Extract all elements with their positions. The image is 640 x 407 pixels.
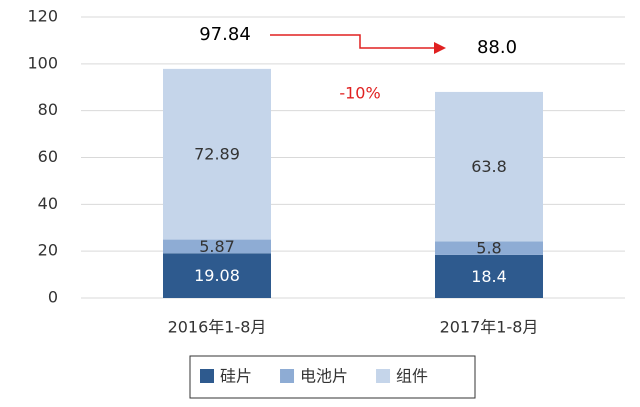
data-label: 5.8 [476,239,501,258]
total-label: 97.84 [199,24,251,45]
data-label: 18.4 [471,267,507,286]
y-tick-label: 60 [38,147,58,166]
y-tick-label: 0 [48,288,58,307]
legend-swatch [376,369,391,383]
bar-segment [435,254,543,298]
data-label: 72.89 [194,145,240,164]
total-label: 88.0 [477,37,517,58]
y-tick-label: 80 [38,100,58,119]
data-label: 5.87 [199,237,235,256]
x-tick-label: 2016年1-8月 [168,318,267,337]
data-label: 63.8 [471,157,507,176]
bar-segment [163,68,271,240]
bar-segment [163,239,271,254]
bar-segment [435,241,543,255]
y-tick-label: 40 [38,194,58,213]
change-arrow [270,34,436,49]
legend-label: 组件 [396,367,428,386]
data-label: 19.08 [194,266,240,285]
arrow-head [434,42,446,54]
legend-label: 电池片 [300,367,348,386]
bar-segment [163,253,271,298]
legend-box [189,355,476,399]
legend-label: 硅片 [220,367,252,386]
y-tick-label: 100 [27,53,58,72]
x-tick-label: 2017年1-8月 [440,318,539,337]
change-annotation: -10% [339,84,380,103]
bar-segment [435,91,543,242]
y-tick-label: 120 [27,7,58,26]
legend-swatch [200,369,214,383]
legend-swatch [280,369,295,383]
y-tick-label: 20 [38,241,58,260]
